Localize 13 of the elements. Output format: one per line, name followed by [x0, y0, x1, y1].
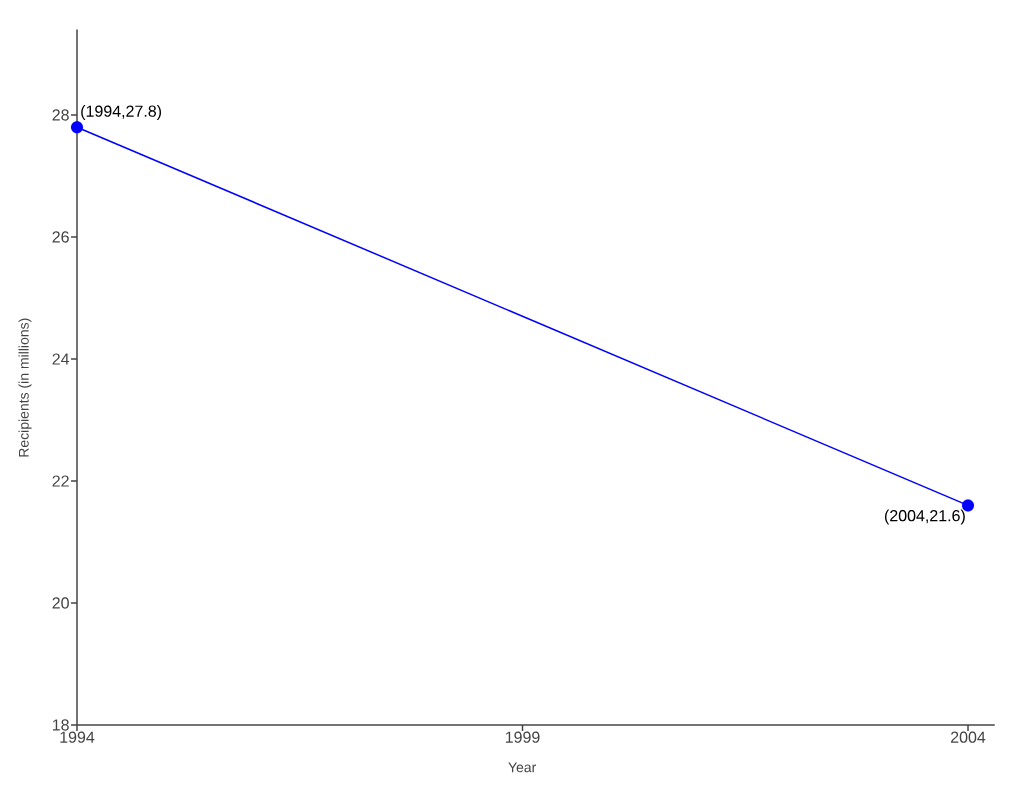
data-label: (2004,21.6) [884, 509, 965, 525]
y-axis-title: Recipients (in millions) [18, 318, 32, 457]
x-axis-title: Year [508, 762, 537, 773]
y-tick-label: 22 [52, 475, 69, 487]
y-tick-label: 18 [52, 719, 69, 731]
y-tick-label: 26 [52, 231, 69, 243]
y-tick-label: 20 [52, 597, 69, 609]
x-tick-label: 2004 [951, 731, 986, 743]
x-tick-label: 1994 [60, 731, 95, 743]
y-tick-label: 28 [52, 109, 69, 121]
x-tick-label: 1999 [505, 731, 540, 743]
y-tick-label: 24 [52, 353, 70, 365]
data-label: (1994,27.8) [81, 105, 162, 120]
